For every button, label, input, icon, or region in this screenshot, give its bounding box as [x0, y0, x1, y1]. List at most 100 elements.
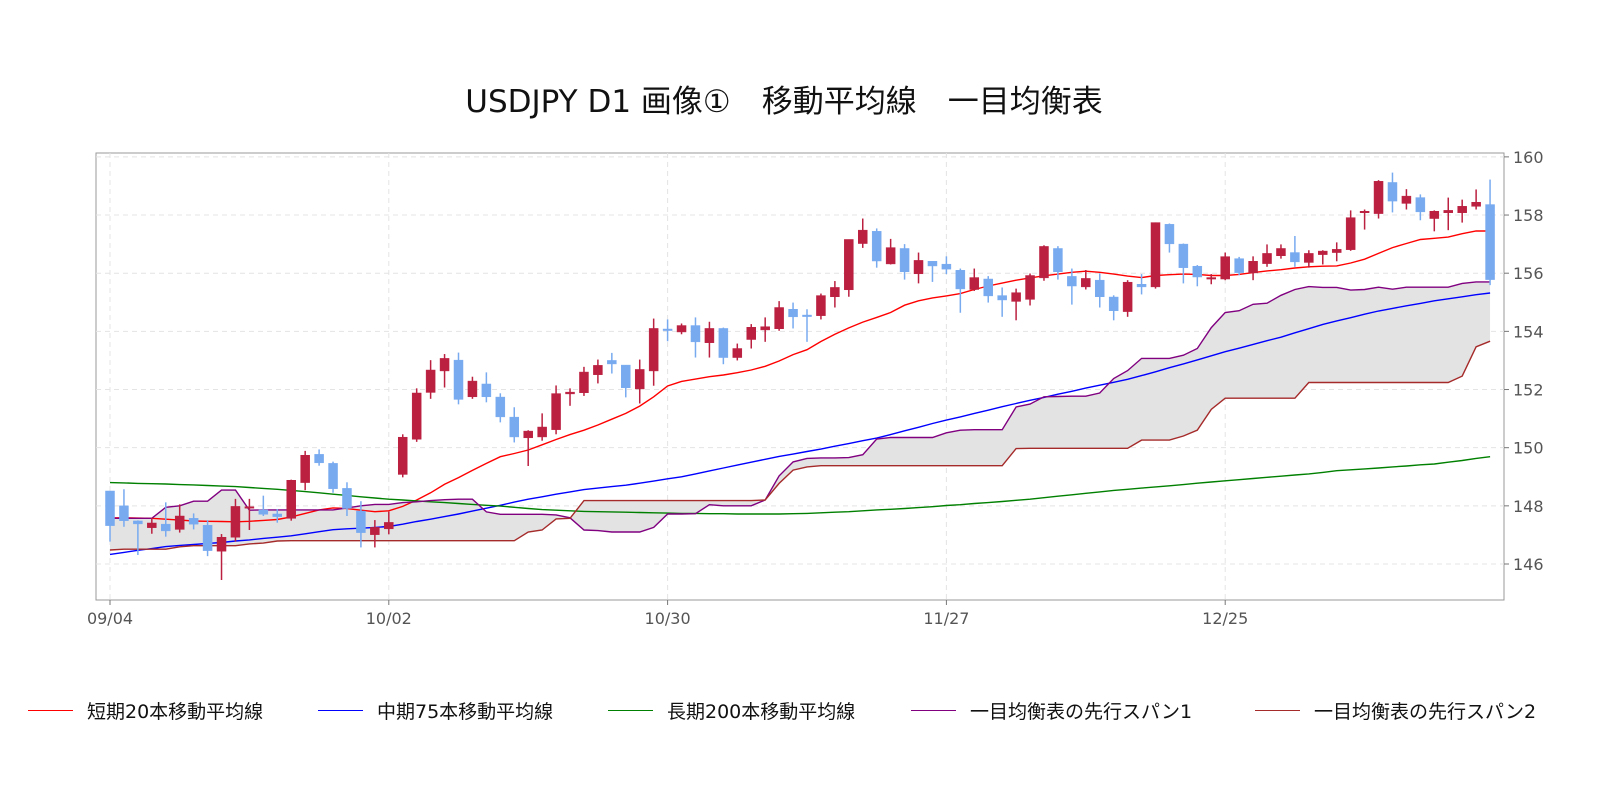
candle-body-down: [1164, 224, 1175, 245]
candle-body-up: [1248, 261, 1258, 274]
candle-body-up: [885, 247, 896, 265]
x-tick-label: 09/04: [87, 609, 133, 628]
candle-body-down: [690, 325, 701, 343]
candle-body-down: [802, 314, 812, 317]
legend: 短期20本移動平均線 中期75本移動平均線 長期200本移動平均線 一目均衡表の…: [0, 696, 1600, 724]
candle-body-down: [453, 359, 464, 400]
candle-body-up: [1276, 248, 1286, 257]
candle-body-up: [397, 436, 408, 475]
candle-body-up: [1331, 249, 1342, 253]
legend-label: 一目均衡表の先行スパン1: [970, 700, 1193, 723]
candle-body-down: [342, 488, 352, 509]
candle-body-up: [913, 260, 924, 275]
x-tick-label: 12/25: [1202, 609, 1248, 628]
y-tick-label: 146: [1513, 555, 1544, 574]
candle-body-up: [1122, 281, 1133, 312]
candle-body-up: [634, 369, 645, 390]
candle-body-up: [816, 295, 826, 316]
candle-body-up: [704, 328, 715, 343]
candle-body-down: [941, 263, 952, 270]
legend-item-span1: 一目均衡表の先行スパン1: [911, 696, 1192, 724]
y-tick-label: 158: [1513, 206, 1544, 225]
candle-body-down: [1067, 276, 1077, 287]
candle-body-up: [1011, 292, 1021, 302]
legend-label: 一目均衡表の先行スパン2: [1314, 700, 1537, 723]
candle-body-up: [1457, 206, 1467, 213]
candle-body-up: [1304, 253, 1314, 263]
candle-body-down: [188, 518, 199, 525]
candle-body-up: [216, 536, 227, 552]
chart-title: USDJPY D1 画像① 移動平均線 一目均衡表: [465, 84, 1102, 120]
candle-body-up: [1150, 222, 1161, 288]
candle-body-up: [1345, 217, 1356, 250]
candle-body-down: [481, 383, 492, 398]
candle-body-up: [760, 326, 770, 331]
candle-body-up: [523, 430, 533, 439]
candle-body-down: [955, 270, 966, 290]
candle-body-down: [1053, 248, 1063, 272]
legend-swatch: [28, 709, 73, 711]
candle-body-up: [300, 454, 310, 483]
candle-body-down: [1415, 197, 1426, 213]
candle-body-down: [328, 463, 338, 489]
legend-item-sma75: 中期75本移動平均線: [318, 696, 553, 724]
legend-item-sma20: 短期20本移動平均線: [28, 696, 263, 724]
candle-body-down: [1178, 243, 1189, 268]
legend-swatch: [1255, 709, 1300, 711]
candle-body-up: [774, 307, 784, 329]
candle-body-up: [648, 328, 659, 372]
candle-body-up: [593, 365, 603, 375]
candle-body-down: [258, 509, 269, 515]
candle-body-down: [927, 261, 938, 267]
candle-body-down: [1094, 279, 1105, 298]
candle-body-up: [411, 392, 422, 440]
series-lines: [109, 230, 1491, 556]
candle-body-down: [607, 360, 617, 365]
candle-body-down: [1387, 182, 1398, 202]
candle-body-down: [997, 295, 1007, 301]
y-tick-label: 154: [1513, 322, 1544, 341]
candle-body-up: [1429, 211, 1440, 219]
y-tick-label: 152: [1513, 381, 1544, 400]
legend-label: 短期20本移動平均線: [87, 700, 264, 723]
candle-body-down: [1290, 252, 1300, 263]
candle-body-down: [119, 505, 129, 521]
candle-body-up: [1039, 246, 1049, 279]
candle-body-up: [286, 479, 296, 519]
series-line: [110, 281, 1491, 533]
candle-body-up: [1373, 181, 1384, 214]
candle-body-up: [1359, 211, 1370, 214]
series-line: [109, 340, 1491, 551]
y-tick-label: 148: [1513, 497, 1544, 516]
candle-body-up: [732, 348, 743, 358]
candle-body-up: [676, 325, 687, 333]
candle-body-up: [969, 277, 980, 290]
candle-body-down: [621, 364, 631, 389]
candle-body-up: [147, 522, 157, 528]
candle-body-down: [983, 278, 993, 297]
candle-body-up: [746, 327, 756, 340]
axes: 146 148 150 152 154 156 158 160 09/04 10/02 10/30 1…: [87, 148, 1544, 628]
candle-body-down: [1485, 204, 1495, 280]
legend-label: 中期75本移動平均線: [377, 700, 554, 723]
candle-body-up: [830, 287, 840, 298]
x-tick-label: 10/30: [645, 609, 691, 628]
legend-swatch: [911, 709, 956, 711]
x-tick-label: 11/27: [923, 609, 969, 628]
candle-body-down: [718, 328, 729, 358]
candle-body-up: [384, 522, 394, 530]
candle-body-up: [439, 358, 450, 372]
candle-body-up: [537, 426, 547, 438]
candle-body-down: [509, 416, 520, 438]
legend-swatch: [608, 709, 653, 711]
candle-body-down: [871, 231, 882, 262]
candle-body-down: [899, 248, 910, 272]
candle-body-up: [1443, 210, 1453, 213]
legend-swatch: [318, 709, 363, 711]
candle-body-up: [1318, 250, 1328, 255]
candle-body-down: [272, 513, 283, 517]
candle-body-down: [161, 523, 171, 532]
candle-body-up: [370, 527, 380, 535]
candle-body-down: [133, 520, 143, 525]
